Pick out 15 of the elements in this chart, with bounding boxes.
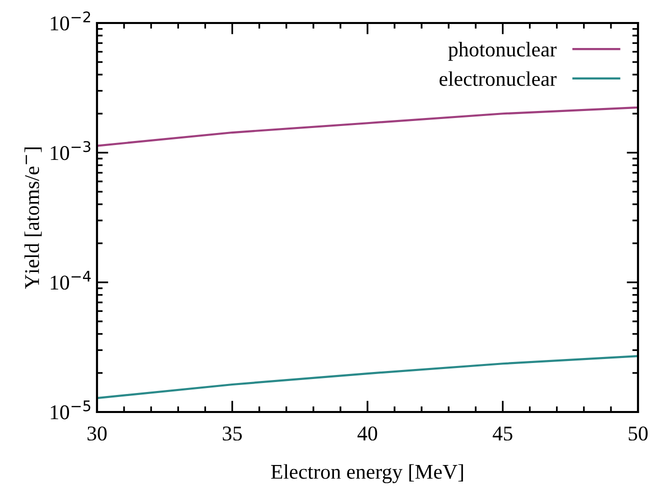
y-tick-label: 10$^{−2}$ (50, 11, 90, 30)
y-tick-label: 10$^{−3}$ (50, 141, 90, 160)
line-series (97, 355, 638, 400)
line-series (97, 106, 638, 147)
y-tick-label: 10$^{−5}$ (50, 400, 90, 420)
x-axis-title: Electron energy [MeV] (271, 464, 463, 484)
y-tick-label: 10$^{−4}$ (50, 270, 91, 290)
x-tick-label: 50 (628, 426, 648, 441)
x-tick-label: 30 (88, 426, 107, 441)
legend-label: electronuclear (440, 71, 557, 86)
x-tick-label: 45 (492, 426, 512, 441)
x-tick-label: 40 (357, 426, 378, 441)
x-tick-label: 35 (222, 426, 242, 441)
y-axis-title: Yield [atoms/e$^{−}$] (24, 148, 42, 289)
legend-label: photonuclear (448, 42, 557, 61)
